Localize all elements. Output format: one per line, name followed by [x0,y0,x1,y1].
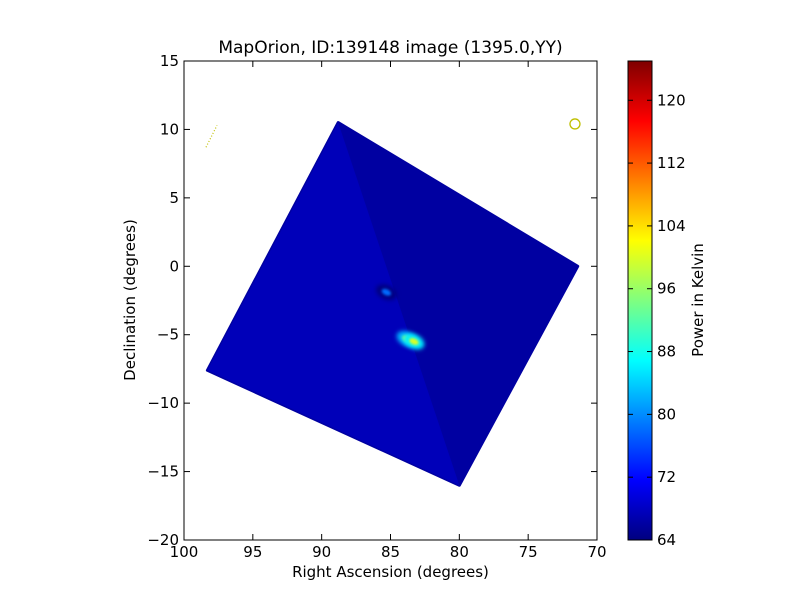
y-tick-label: 10 [160,120,179,138]
y-axis: 15 10 5 0 −5 −10 −15 −20 [147,52,597,549]
heatmap-layer [205,118,581,487]
y-tick-label: −20 [147,531,179,549]
y-tick-label: −15 [147,463,179,481]
colorbar-tick-label: 80 [657,405,676,423]
x-tick-label: 100 [170,543,199,561]
sources-group [375,284,425,350]
overlay-circle-marker [569,118,581,130]
colorbar-tick-label: 112 [657,154,686,172]
x-tick-label: 85 [381,543,400,561]
overlay-dotted-line [205,125,218,148]
colorbar-tick-label: 72 [657,468,676,486]
overlay-markers [205,118,581,148]
colorbar-tick-label: 88 [657,343,676,361]
source-1 [375,284,397,301]
y-tick-label: 5 [169,189,179,207]
y-tick-label: −10 [147,394,179,412]
source-core [381,288,392,296]
colorbar-tick-label: 120 [657,91,686,109]
colorbar-tick-label: 104 [657,217,686,235]
x-tick-label: 90 [312,543,331,561]
chart-title: MapOrion, ID:139148 image (1395.0,YY) [218,38,562,58]
source-core [409,338,419,346]
x-tick-label: 95 [243,543,262,561]
colorbar-axis: 64 72 80 88 96 104 112 120 [628,91,686,549]
y-tick-label: −5 [157,326,179,344]
x-axis: 100 95 90 85 80 75 70 [170,61,607,561]
colorbar-tick-label: 64 [657,531,676,549]
y-tick-label: 0 [169,257,179,275]
x-tick-label: 75 [519,543,538,561]
map-footprint-shading [207,122,460,486]
x-tick-label: 80 [450,543,469,561]
colorbar-label: Power in Kelvin [689,243,707,357]
y-axis-label: Declination (degrees) [121,219,139,381]
map-footprint [205,121,580,487]
x-tick-label: 70 [587,543,606,561]
colorbar-tick-label: 96 [657,280,676,298]
x-axis-label: Right Ascension (degrees) [292,563,489,581]
y-tick-label: 15 [160,52,179,70]
source-3 [403,333,425,350]
map-footprint-group [205,121,580,487]
colorbar [627,60,653,541]
